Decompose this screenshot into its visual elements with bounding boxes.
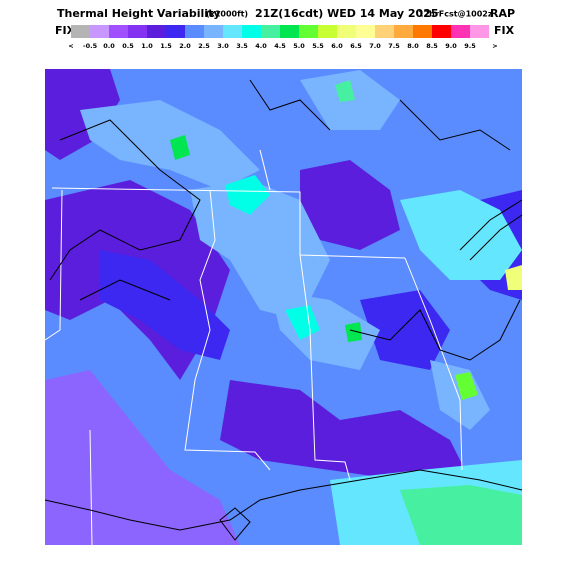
shade-region xyxy=(220,380,470,480)
colorbar-label: < xyxy=(68,42,73,50)
colorbar-label: 4.5 xyxy=(274,42,286,50)
model: RAP xyxy=(490,7,515,20)
color-swatch xyxy=(71,25,90,38)
title: Thermal Height Variability xyxy=(57,7,221,20)
shade-region xyxy=(45,370,240,545)
shade-region xyxy=(335,80,355,102)
color-swatch xyxy=(299,25,318,38)
colorbar-label: 2.5 xyxy=(198,42,210,50)
color-swatch xyxy=(109,25,128,38)
colorbar-label: 4.0 xyxy=(255,42,267,50)
colorbar-label: 3.5 xyxy=(236,42,248,50)
map xyxy=(44,69,523,546)
color-swatch xyxy=(128,25,147,38)
colorbar-label: 7.0 xyxy=(369,42,381,50)
shade-region xyxy=(430,360,490,430)
color-swatch xyxy=(318,25,337,38)
colorbar-left-label: FIX xyxy=(55,24,76,37)
color-swatch xyxy=(356,25,375,38)
shade-region xyxy=(400,485,522,545)
shade-region xyxy=(505,265,522,290)
colorbar-label: 1.5 xyxy=(160,42,172,50)
colorbar-label: 5.5 xyxy=(312,42,324,50)
color-swatch xyxy=(451,25,470,38)
colorbar-label: 9.5 xyxy=(464,42,476,50)
colorbar-label: 8.5 xyxy=(426,42,438,50)
color-swatch xyxy=(413,25,432,38)
shade-region xyxy=(300,160,400,250)
color-swatch xyxy=(204,25,223,38)
units: (x1000ft) xyxy=(206,10,248,19)
valid-time: 21Z(16cdt) WED 14 May 2025 xyxy=(255,7,439,20)
color-swatch xyxy=(337,25,356,38)
colorbar-label: -0.5 xyxy=(83,42,98,50)
color-swatch xyxy=(280,25,299,38)
shade-region xyxy=(170,135,190,160)
color-swatch xyxy=(147,25,166,38)
colorbar-label: 7.5 xyxy=(388,42,400,50)
colorbar-label: 8.0 xyxy=(407,42,419,50)
colorbar-label: > xyxy=(492,42,497,50)
shade-region xyxy=(285,305,320,340)
shade-region xyxy=(400,190,522,280)
shade-region xyxy=(100,250,230,360)
colorbar-label: 1.0 xyxy=(141,42,153,50)
state-borders xyxy=(44,149,463,546)
colorbar-right-label: FIX xyxy=(494,24,515,37)
color-swatch xyxy=(90,25,109,38)
colorbar: < -0.5 0.0 0.5 1.0 1.5 2.0 2.5 3.0 3.5 4.0 4.5 5.0 5.… xyxy=(68,25,498,50)
contour-lines xyxy=(44,79,523,541)
colorbar-label: 0.5 xyxy=(122,42,134,50)
shade-region xyxy=(190,180,330,320)
colorbar-label: 9.0 xyxy=(445,42,457,50)
forecast: 12hrFcst@1002z xyxy=(418,10,493,19)
color-swatch xyxy=(375,25,394,38)
shade-region xyxy=(360,290,450,370)
colorbar-label: 5.0 xyxy=(293,42,305,50)
colorbar-label: 6.0 xyxy=(331,42,343,50)
color-swatch xyxy=(432,25,451,38)
shade-region xyxy=(80,100,260,190)
colorbar-label: 3.0 xyxy=(217,42,229,50)
shade-region xyxy=(455,372,478,400)
colorbar-label: 2.0 xyxy=(179,42,191,50)
color-swatch xyxy=(185,25,204,38)
shade-region xyxy=(345,322,362,342)
color-swatch xyxy=(166,25,185,38)
color-swatch xyxy=(261,25,280,38)
shade-region xyxy=(225,175,270,215)
colorbar-label: 6.5 xyxy=(350,42,362,50)
colorbar-label: 0.0 xyxy=(103,42,115,50)
color-swatch xyxy=(242,25,261,38)
color-swatch xyxy=(394,25,413,38)
color-swatch xyxy=(470,25,489,38)
color-swatch xyxy=(223,25,242,38)
